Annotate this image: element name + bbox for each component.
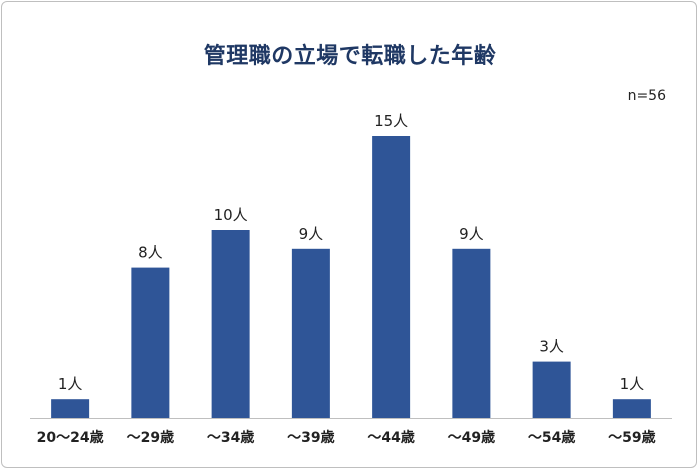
x-tick-label-1: ～29歳 (127, 429, 174, 446)
sample-size-note: n=56 (627, 88, 666, 104)
bar-5 (452, 248, 491, 418)
bar-2 (211, 230, 250, 418)
bar-4 (372, 136, 411, 418)
bar-1 (131, 267, 170, 418)
x-tick-label-3: ～39歳 (287, 429, 334, 446)
data-label-4: 15人 (374, 112, 408, 130)
bar-7 (612, 399, 651, 418)
bars-group (51, 136, 651, 418)
x-tick-label-6: ～54歳 (528, 429, 575, 446)
x-tick-label-5: ～49歳 (448, 429, 495, 446)
x-tick-label-7: ～59歳 (608, 429, 655, 446)
bar-0 (51, 399, 90, 418)
data-labels-group: 1人 8人 10人 9人 15人 9人 3人 1人 (58, 112, 644, 393)
data-label-2: 10人 (214, 206, 248, 224)
x-tick-label-0: 20～24歳 (37, 429, 104, 446)
data-label-3: 9人 (299, 225, 324, 243)
data-label-1: 8人 (138, 244, 163, 262)
bar-6 (532, 361, 571, 418)
chart-title: 管理職の立場で転職した年齢 (203, 44, 497, 69)
x-tick-label-2: ～34歳 (207, 429, 254, 446)
data-label-6: 3人 (539, 338, 564, 356)
x-tick-label-4: ～44歳 (367, 429, 414, 446)
x-tick-labels-group: 20～24歳 ～29歳 ～34歳 ～39歳 ～44歳 ～49歳 ～54歳 ～59歳 (37, 429, 656, 446)
bar-3 (291, 248, 330, 418)
data-label-0: 1人 (58, 375, 83, 393)
data-label-5: 9人 (459, 225, 484, 243)
data-label-7: 1人 (620, 375, 645, 393)
